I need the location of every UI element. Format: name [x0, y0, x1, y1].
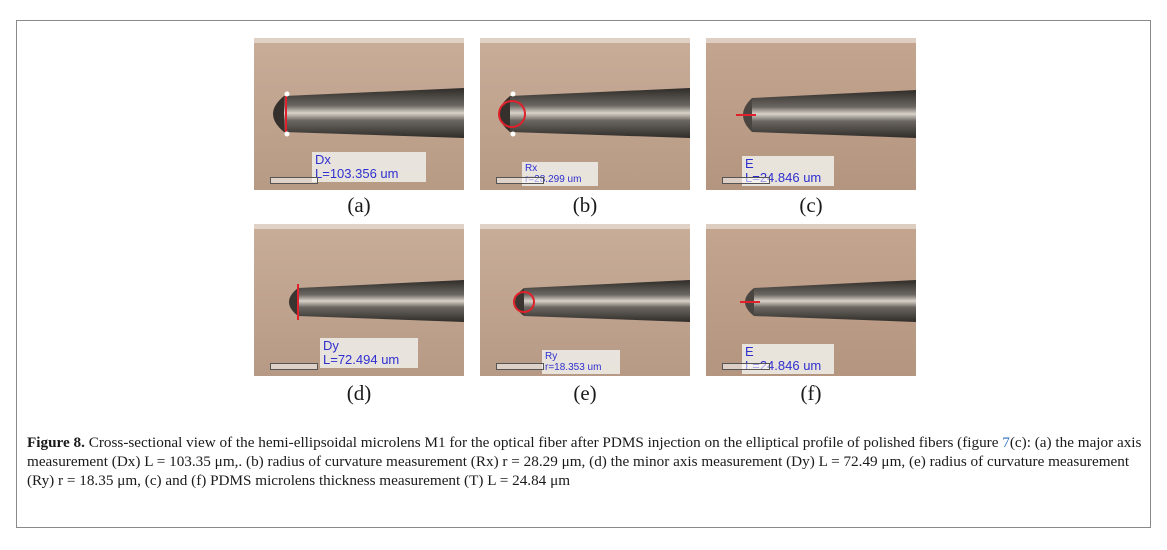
figure-caption: Figure 8. Cross-sectional view of the he…: [27, 433, 1142, 490]
scale-bar: [722, 177, 770, 184]
panel-d-name: Dy: [323, 338, 339, 353]
panel-e-name: Ry: [545, 351, 558, 362]
figure-reference-link[interactable]: 7: [1002, 434, 1010, 451]
figure-caption-label: Figure 8.: [27, 434, 85, 451]
panel-e-image: Ry r=18.353 um: [480, 224, 690, 376]
scale-bar: [270, 177, 318, 184]
panel-f-label: (f): [800, 381, 822, 405]
figure-caption-text-after: (c): (a) the major axis measurement (Dx)…: [27, 434, 1142, 489]
panel-f-image: E L=24.846 um: [706, 224, 916, 376]
scale-bar: [496, 363, 544, 370]
panel-d-value: L=72.494 um: [323, 352, 400, 367]
scale-bar: [270, 363, 318, 370]
panel-b-value: r=28.299 um: [525, 174, 582, 185]
panel-a-image: Dx L=103.356 um: [254, 38, 464, 190]
panel-d-image: Dy L=72.494 um: [254, 224, 464, 376]
panel-c-image: E L=24.846 um: [706, 38, 916, 190]
panel-e-value: r=18.353 um: [545, 362, 602, 373]
figure-caption-text-before: Cross-sectional view of the hemi-ellipso…: [84, 434, 1003, 451]
panel-a-name: Dx: [315, 152, 331, 167]
scale-bar: [496, 177, 544, 184]
panel-a-measurement: Dx L=103.356 um: [312, 152, 426, 182]
figure-frame: Dx L=103.356 um Rx r=28.299 um: [16, 20, 1151, 528]
panel-d-measurement: Dy L=72.494 um: [320, 338, 418, 368]
panel-c-label: (c): [799, 193, 823, 217]
panel-e-measurement: Ry r=18.353 um: [542, 350, 620, 374]
scale-bar: [722, 363, 770, 370]
panel-b-name: Rx: [525, 163, 538, 174]
panel-a-label: (a): [347, 193, 371, 217]
panel-b-image: Rx r=28.299 um: [480, 38, 690, 190]
panel-a-value: L=103.356 um: [315, 166, 399, 181]
panel-d-label: (d): [346, 381, 372, 405]
panel-b-label: (b): [572, 193, 598, 217]
panel-c-name: E: [745, 156, 754, 171]
panel-f-name: E: [745, 344, 754, 359]
panel-e-label: (e): [573, 381, 597, 405]
